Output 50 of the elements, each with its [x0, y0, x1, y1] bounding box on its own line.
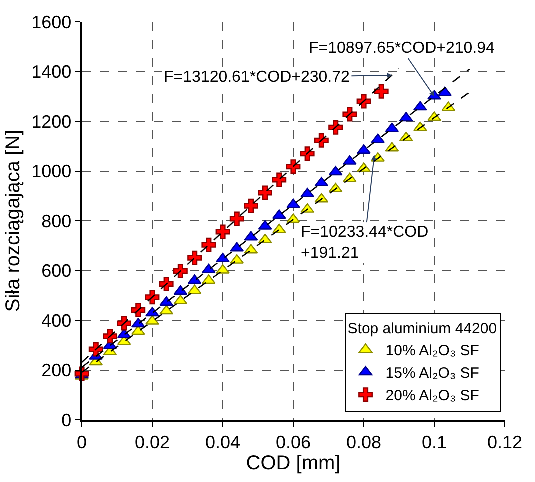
point: [272, 172, 287, 188]
point: [258, 186, 272, 200]
y-tick-label: 1000: [32, 162, 72, 182]
y-tick-label: 1200: [32, 112, 72, 132]
annotation: F=13120.61*COD+230.72: [164, 69, 350, 86]
point: [216, 264, 230, 274]
annotation: F=10897.65*COD+210.94: [309, 40, 496, 57]
point: [159, 276, 174, 292]
point: [216, 252, 230, 262]
point: [103, 329, 118, 344]
point: [374, 84, 389, 99]
x-axis-title: COD [mm]: [246, 452, 341, 474]
x-tick-label: 0.12: [487, 432, 523, 452]
point: [342, 107, 358, 122]
point: [145, 290, 160, 305]
y-tick-label: 400: [42, 310, 72, 331]
point: [286, 198, 300, 208]
point: [286, 160, 301, 174]
y-tick-label: 1600: [32, 12, 72, 32]
x-tick-label: 0.06: [276, 432, 312, 452]
y-tick-label: 1400: [32, 62, 72, 82]
x-tick-label: 0.02: [134, 432, 170, 452]
legend-label: 15% Al₂O₃ SF: [386, 365, 480, 382]
y-axis-title: Siła rozciągająca [N]: [2, 130, 25, 312]
point: [117, 316, 132, 331]
point: [244, 198, 258, 214]
annotation: F=10233.44*COD +191.21: [301, 224, 429, 262]
point: [314, 133, 329, 148]
y-tick-label: 200: [42, 360, 72, 381]
x-tick-label: 0.04: [205, 432, 241, 452]
point: [230, 212, 244, 226]
point: [300, 146, 315, 162]
point: [202, 238, 216, 252]
point: [174, 264, 188, 278]
legend-title: Stop aluminium 44200: [348, 320, 498, 338]
point: [216, 224, 230, 240]
x-tick-label: 0: [76, 432, 88, 452]
y-tick-label: 800: [42, 211, 72, 232]
point: [146, 315, 160, 325]
y-tick-label: 600: [42, 261, 72, 282]
legend-label: 10% Al₂O₃ SF: [386, 342, 480, 360]
point: [131, 303, 146, 318]
point: [146, 307, 160, 317]
point: [328, 120, 343, 135]
point: [188, 250, 202, 266]
point: [356, 94, 372, 109]
legend-label: 20% Al₂O₃ SF: [386, 388, 480, 405]
y-tick-label: 0: [62, 410, 72, 430]
x-tick-label: 0.08: [346, 432, 382, 452]
x-tick-label: 0.1: [422, 432, 448, 452]
